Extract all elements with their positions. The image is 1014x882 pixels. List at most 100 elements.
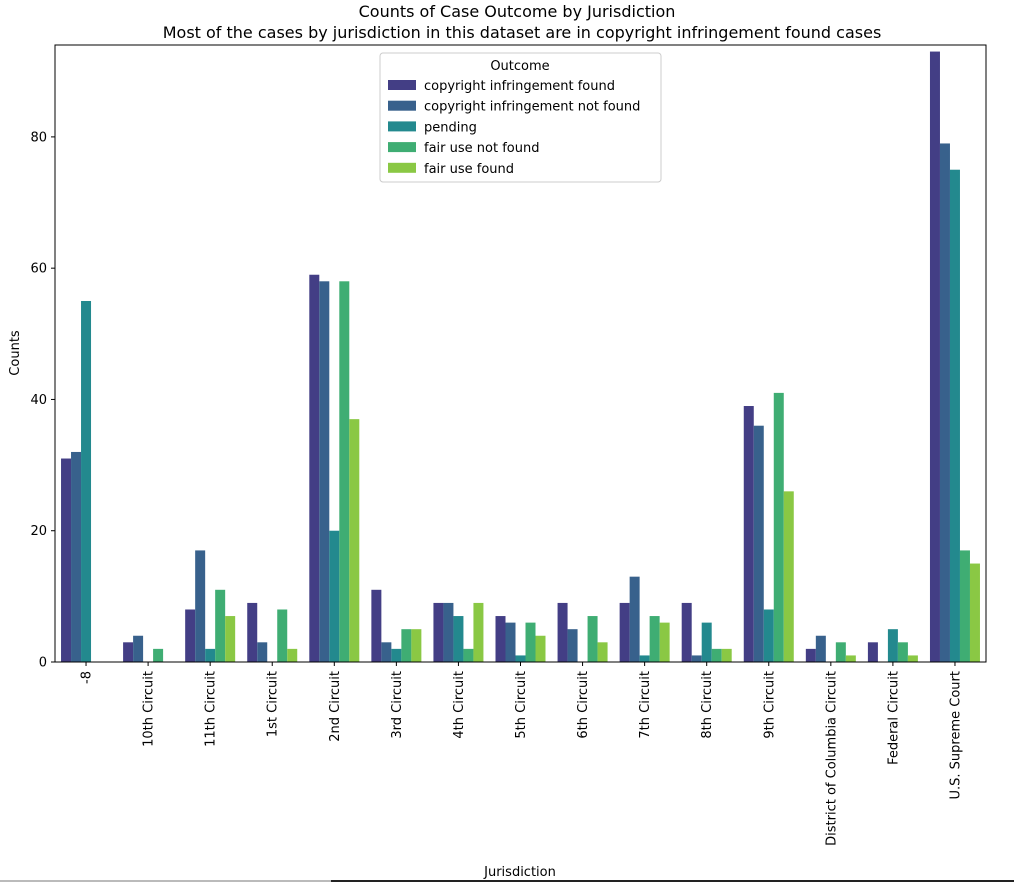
bottom-divider-dark — [331, 880, 1014, 882]
legend-entry: copyright infringement not found — [424, 100, 640, 115]
bar — [887, 629, 898, 662]
plot-frame — [54, 44, 987, 663]
bar — [959, 550, 970, 662]
legend: Outcome copyright infringement found copy… — [379, 52, 662, 183]
x-tick-label: 9th Circuit — [762, 671, 777, 739]
bar — [277, 609, 288, 662]
bar — [349, 419, 360, 662]
bar — [309, 274, 320, 662]
bar — [225, 616, 236, 662]
bar — [711, 648, 722, 662]
bar — [969, 563, 980, 662]
bar — [433, 602, 444, 662]
legend-entry: fair use not found — [424, 141, 539, 156]
bar — [287, 648, 298, 662]
bar — [815, 635, 826, 662]
bar — [897, 642, 908, 662]
x-tick-label: 8th Circuit — [700, 671, 715, 739]
bar — [515, 655, 526, 662]
bar — [557, 602, 568, 662]
x-axis-ticks: -8 10th Circuit 11th Circuit 1st Circuit 2nd… — [80, 662, 963, 846]
bar — [371, 589, 382, 662]
x-tick-label: 6th Circuit — [576, 671, 591, 739]
bar — [783, 491, 794, 662]
bar — [805, 648, 816, 662]
bar — [401, 629, 412, 662]
bar — [639, 655, 650, 662]
bar — [835, 642, 846, 662]
bar — [329, 530, 340, 662]
bar — [907, 655, 918, 662]
legend-swatch — [388, 162, 416, 173]
x-tick-label: 5th Circuit — [514, 671, 529, 739]
legend-title: Outcome — [490, 59, 549, 74]
bar — [701, 622, 712, 662]
x-tick-label: Federal Circuit — [886, 671, 901, 765]
bar — [659, 622, 670, 662]
legend-swatch — [388, 142, 416, 153]
bar — [247, 602, 258, 662]
bar — [339, 281, 350, 662]
chart-title: Counts of Case Outcome by Jurisdiction — [359, 2, 676, 21]
bar — [691, 655, 702, 662]
bar — [257, 642, 268, 662]
x-tick-label: U.S. Supreme Court — [948, 671, 963, 799]
bar — [949, 169, 960, 662]
bar — [453, 616, 464, 662]
bar — [845, 655, 856, 662]
bar — [411, 629, 422, 662]
y-tick-label: 20 — [30, 524, 47, 539]
legend-box — [379, 52, 662, 183]
bar — [381, 642, 392, 662]
bar — [619, 602, 630, 662]
bar — [567, 629, 578, 662]
y-tick-label: 0 — [39, 656, 47, 671]
legend-swatch — [388, 80, 416, 90]
y-axis-ticks: 0 20 40 60 80 — [30, 130, 55, 671]
bar — [205, 648, 216, 662]
bar — [587, 616, 598, 662]
legend-swatch — [388, 100, 416, 111]
bar — [319, 281, 330, 662]
x-tick-label: 3rd Circuit — [390, 671, 405, 739]
bar — [649, 616, 660, 662]
y-axis-label: Counts — [8, 330, 23, 376]
bar — [123, 642, 134, 662]
x-tick-label: 11th Circuit — [204, 671, 219, 747]
bar — [391, 648, 402, 662]
bar — [463, 648, 474, 662]
bar — [939, 143, 950, 662]
bars-group — [61, 51, 980, 662]
bar — [929, 51, 940, 662]
bar — [753, 425, 764, 662]
x-tick-label: -8 — [80, 671, 95, 684]
bar — [81, 300, 92, 662]
bar — [629, 576, 640, 662]
bar — [763, 609, 774, 662]
bar — [443, 602, 454, 662]
bar — [495, 616, 506, 662]
bottom-divider-light — [0, 880, 331, 882]
x-tick-label: 4th Circuit — [452, 671, 467, 739]
y-tick-label: 60 — [30, 262, 47, 277]
x-tick-label: 10th Circuit — [142, 671, 157, 747]
x-tick-label: 2nd Circuit — [328, 671, 343, 742]
bar — [473, 602, 484, 662]
bar — [535, 635, 546, 662]
y-tick-label: 80 — [30, 130, 47, 145]
legend-swatch — [388, 121, 416, 132]
bar — [743, 406, 754, 662]
bar — [773, 392, 784, 662]
legend-entry: pending — [424, 120, 477, 135]
bar — [505, 622, 516, 662]
bar — [867, 642, 878, 662]
x-tick-label: 7th Circuit — [638, 671, 653, 739]
y-tick-label: 40 — [30, 393, 47, 408]
bar — [133, 635, 144, 662]
legend-entry: copyright infringement found — [424, 79, 615, 94]
bar — [681, 602, 692, 662]
bar — [195, 550, 206, 662]
bar — [153, 648, 164, 662]
x-tick-label: 1st Circuit — [266, 671, 281, 737]
